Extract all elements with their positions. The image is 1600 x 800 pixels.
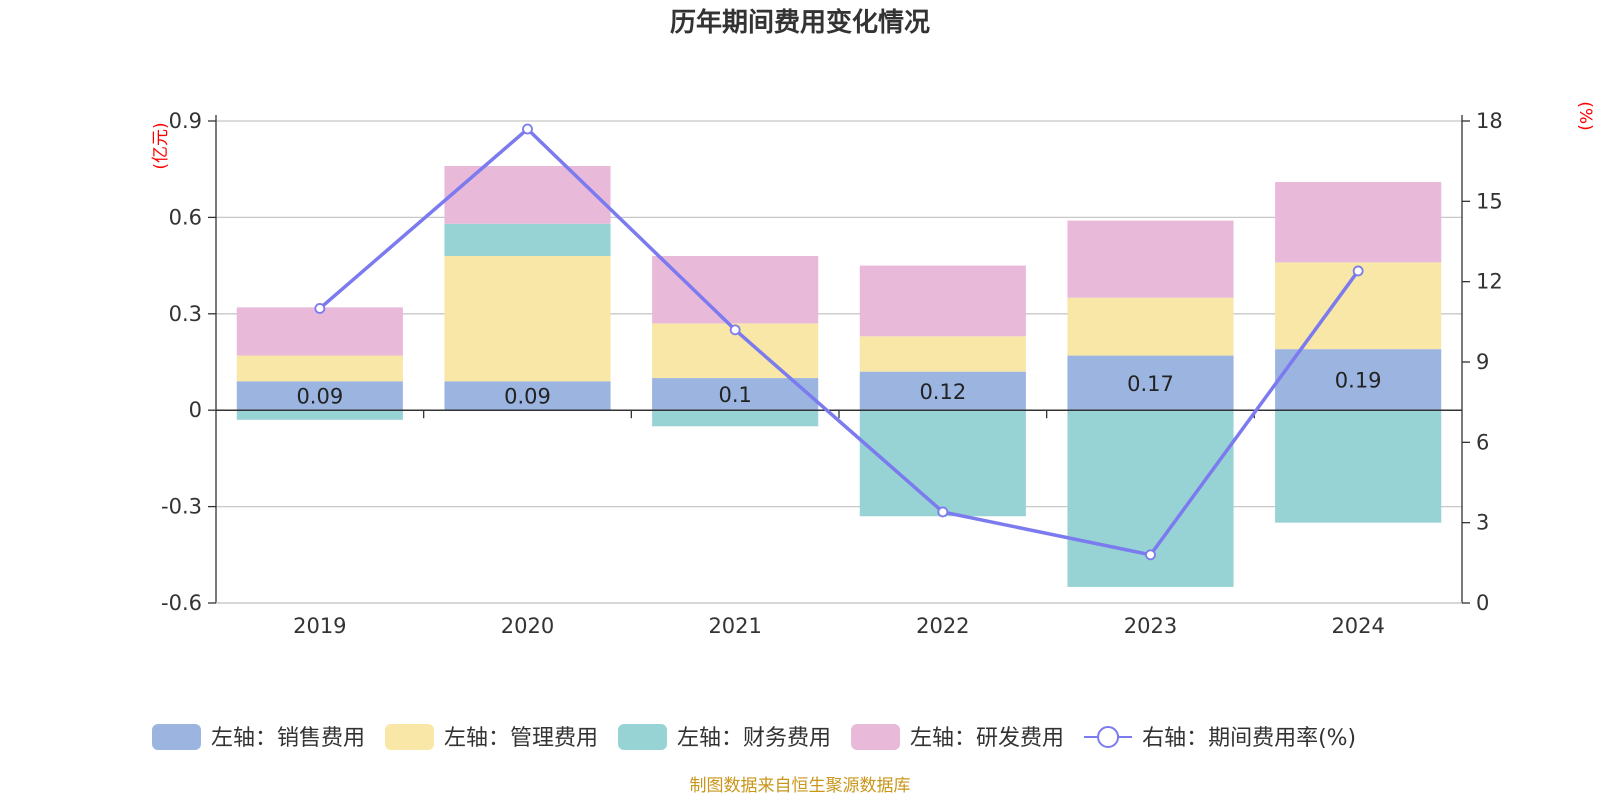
x-tick-label: 2023 xyxy=(1124,614,1177,638)
left-tick-label: 0.9 xyxy=(169,109,202,133)
data-label: 0.17 xyxy=(1127,372,1174,396)
data-label: 0.09 xyxy=(296,385,343,409)
bar-2023 xyxy=(1067,355,1234,411)
bar-2024 xyxy=(1275,262,1442,350)
right-tick-label: 12 xyxy=(1476,270,1503,294)
bar-2020 xyxy=(444,223,611,256)
left-tick-label: 0.3 xyxy=(169,302,202,326)
bar-2024 xyxy=(1275,182,1442,263)
legend: 左轴：销售费用 左轴：管理费用 左轴：财务费用 左轴：研发费用 右轴：期间费用率(%) xyxy=(152,724,1356,751)
left-tick-label: 0 xyxy=(189,398,202,422)
data-label: 0.1 xyxy=(718,383,751,407)
left-tick-label: 0.6 xyxy=(169,205,202,229)
bar-2021 xyxy=(652,410,819,427)
x-tick-label: 2024 xyxy=(1331,614,1384,638)
bar-2023 xyxy=(1067,410,1234,587)
source-note: 制图数据来自恒生聚源数据库 xyxy=(690,776,911,796)
legend-label: 左轴：管理费用 xyxy=(444,726,598,751)
bar-2024 xyxy=(1275,349,1442,411)
line-layer xyxy=(314,123,1364,561)
legend-swatch xyxy=(618,724,668,750)
rate-point-2021 xyxy=(729,324,741,336)
rate-point-2019 xyxy=(314,303,326,314)
x-tick-label: 2020 xyxy=(501,614,554,638)
bar-2022 xyxy=(859,371,1026,411)
rate-point-2024 xyxy=(1352,265,1364,277)
bar-2022 xyxy=(859,336,1026,372)
data-labels: 0.09 0.09 0.1 0.12 0.17 0.19 xyxy=(296,369,1381,409)
legend-label: 左轴：研发费用 xyxy=(910,726,1064,751)
bar-2024 xyxy=(1275,410,1442,523)
legend-marker-swatch xyxy=(1097,726,1120,748)
bar-2020 xyxy=(444,165,611,224)
bar-2021 xyxy=(652,378,819,411)
legend-label: 右轴：期间费用率(%) xyxy=(1142,726,1356,751)
bar-2019 xyxy=(236,307,403,356)
legend-swatch xyxy=(851,724,901,750)
data-label: 0.09 xyxy=(504,385,551,409)
right-tick-label: 18 xyxy=(1476,109,1503,133)
right-tick-label: 3 xyxy=(1476,511,1489,535)
right-axis-unit: (%) xyxy=(1575,101,1595,130)
bar-2019 xyxy=(236,410,403,420)
bar-2020 xyxy=(444,381,611,411)
x-tick-label: 2019 xyxy=(293,614,346,638)
data-label: 0.19 xyxy=(1335,369,1382,393)
bar-2019 xyxy=(236,381,403,411)
bar-2023 xyxy=(1067,220,1234,298)
rate-point-2023 xyxy=(1145,549,1156,561)
legend-label: 左轴：财务费用 xyxy=(677,726,831,751)
x-tick-label: 2022 xyxy=(916,614,969,638)
bar-2021 xyxy=(652,255,819,324)
right-tick-label: 6 xyxy=(1476,430,1489,454)
bar-2019 xyxy=(236,355,403,382)
bar-2020 xyxy=(444,255,611,382)
legend-swatch xyxy=(152,724,201,750)
right-tick-label: 15 xyxy=(1476,189,1503,213)
rate-point-2020 xyxy=(522,123,533,135)
data-label: 0.12 xyxy=(919,380,966,404)
legend-swatch xyxy=(385,724,435,750)
left-tick-label: -0.3 xyxy=(161,495,202,519)
legend-label: 左轴：销售费用 xyxy=(211,726,365,751)
bar-2023 xyxy=(1067,297,1234,356)
left-tick-label: -0.6 xyxy=(161,591,202,615)
chart-title: 历年期间费用变化情况 xyxy=(670,7,930,38)
rate-point-2022 xyxy=(937,506,949,518)
left-axis-unit: (亿元) xyxy=(151,122,171,169)
bars xyxy=(236,165,1442,587)
right-tick-label: 9 xyxy=(1476,350,1489,374)
right-tick-label: 0 xyxy=(1476,591,1489,615)
bar-2022 xyxy=(859,265,1026,337)
rate-line xyxy=(318,126,1360,557)
x-tick-label: 2021 xyxy=(708,614,761,638)
